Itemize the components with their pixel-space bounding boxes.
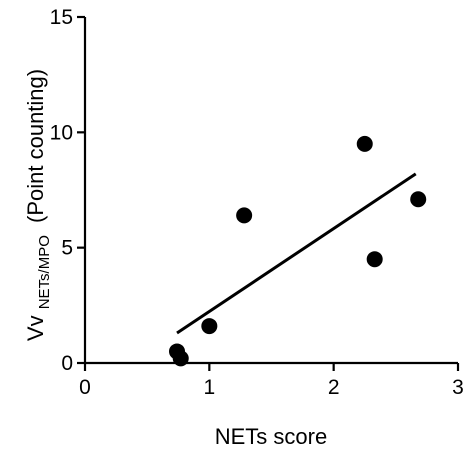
- data-point: [201, 318, 218, 335]
- axes: [83, 17, 458, 365]
- data-point: [172, 350, 189, 367]
- x-tick-label: 0: [79, 376, 91, 399]
- x-tick-label: 3: [452, 376, 464, 399]
- y-tick-label: 15: [50, 6, 73, 29]
- y-axis-label-suffix: (Point counting): [23, 69, 48, 223]
- y-ticks: 0 5 10 15: [50, 6, 85, 375]
- data-points: [169, 135, 427, 367]
- x-axis-label: NETs score: [215, 424, 327, 449]
- y-tick-label: 5: [61, 237, 73, 260]
- x-tick-label: 2: [328, 376, 340, 399]
- data-point: [356, 135, 373, 152]
- x-ticks: 0 1 2 3: [79, 363, 464, 399]
- regression-line: [176, 172, 417, 335]
- y-axis-label-subscript: NETs/MPO: [36, 235, 53, 309]
- y-tick-label: 10: [50, 121, 73, 144]
- data-point: [410, 191, 427, 208]
- y-tick-label: 0: [61, 352, 73, 375]
- data-point: [366, 251, 383, 268]
- y-axis-label-prefix: Vv: [23, 315, 48, 341]
- data-point: [236, 207, 253, 224]
- y-axis-label: Vv NETs/MPO (Point counting): [23, 69, 54, 341]
- x-tick-label: 1: [203, 376, 215, 399]
